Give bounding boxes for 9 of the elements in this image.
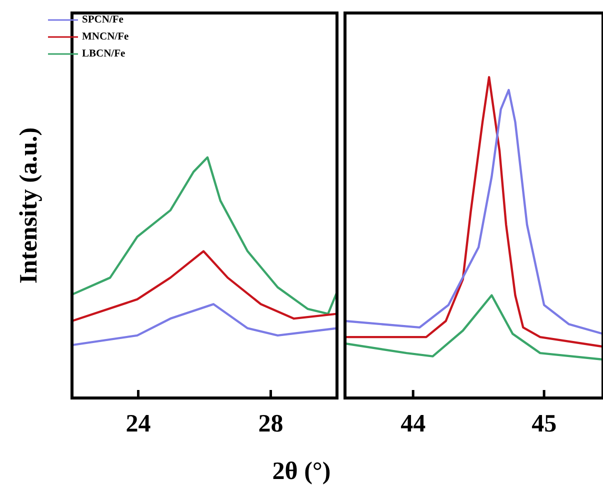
legend-label: MNCN/Fe: [82, 32, 129, 43]
x-tick-label: 44: [400, 410, 426, 438]
x-tick-label: 28: [258, 410, 284, 438]
x-tick-label: 45: [532, 410, 557, 438]
x-tick-label: 24: [126, 410, 152, 438]
legend-label: SPCN/Fe: [82, 14, 124, 26]
y-axis-title: Intensity (a.u.): [15, 127, 42, 284]
legend-label: LBCN/Fe: [82, 48, 126, 60]
x-axis-title: 2θ (°): [272, 458, 331, 485]
